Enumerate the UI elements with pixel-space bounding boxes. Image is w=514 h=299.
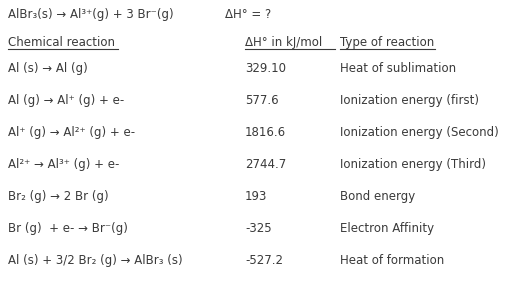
- Text: 577.6: 577.6: [245, 94, 279, 107]
- Text: Al²⁺ → Al³⁺ (g) + e-: Al²⁺ → Al³⁺ (g) + e-: [8, 158, 119, 171]
- Text: Chemical reaction: Chemical reaction: [8, 36, 115, 49]
- Text: 329.10: 329.10: [245, 62, 286, 75]
- Text: ΔH° = ?: ΔH° = ?: [225, 8, 271, 21]
- Text: 193: 193: [245, 190, 267, 203]
- Text: -527.2: -527.2: [245, 254, 283, 267]
- Text: Ionization energy (Third): Ionization energy (Third): [340, 158, 486, 171]
- Text: Al (s) → Al (g): Al (s) → Al (g): [8, 62, 88, 75]
- Text: Bond energy: Bond energy: [340, 190, 415, 203]
- Text: Ionization energy (Second): Ionization energy (Second): [340, 126, 499, 139]
- Text: Electron Affinity: Electron Affinity: [340, 222, 434, 235]
- Text: Al (g) → Al⁺ (g) + e-: Al (g) → Al⁺ (g) + e-: [8, 94, 124, 107]
- Text: AlBr₃(s) → Al³⁺(g) + 3 Br⁻(g): AlBr₃(s) → Al³⁺(g) + 3 Br⁻(g): [8, 8, 174, 21]
- Text: 2744.7: 2744.7: [245, 158, 286, 171]
- Text: Al (s) + 3/2 Br₂ (g) → AlBr₃ (s): Al (s) + 3/2 Br₂ (g) → AlBr₃ (s): [8, 254, 182, 267]
- Text: ΔH° in kJ/mol: ΔH° in kJ/mol: [245, 36, 322, 49]
- Text: Al⁺ (g) → Al²⁺ (g) + e-: Al⁺ (g) → Al²⁺ (g) + e-: [8, 126, 135, 139]
- Text: Br (g)  + e- → Br⁻(g): Br (g) + e- → Br⁻(g): [8, 222, 128, 235]
- Text: Type of reaction: Type of reaction: [340, 36, 434, 49]
- Text: 1816.6: 1816.6: [245, 126, 286, 139]
- Text: Heat of formation: Heat of formation: [340, 254, 444, 267]
- Text: Ionization energy (first): Ionization energy (first): [340, 94, 479, 107]
- Text: -325: -325: [245, 222, 271, 235]
- Text: Br₂ (g) → 2 Br (g): Br₂ (g) → 2 Br (g): [8, 190, 108, 203]
- Text: Heat of sublimation: Heat of sublimation: [340, 62, 456, 75]
